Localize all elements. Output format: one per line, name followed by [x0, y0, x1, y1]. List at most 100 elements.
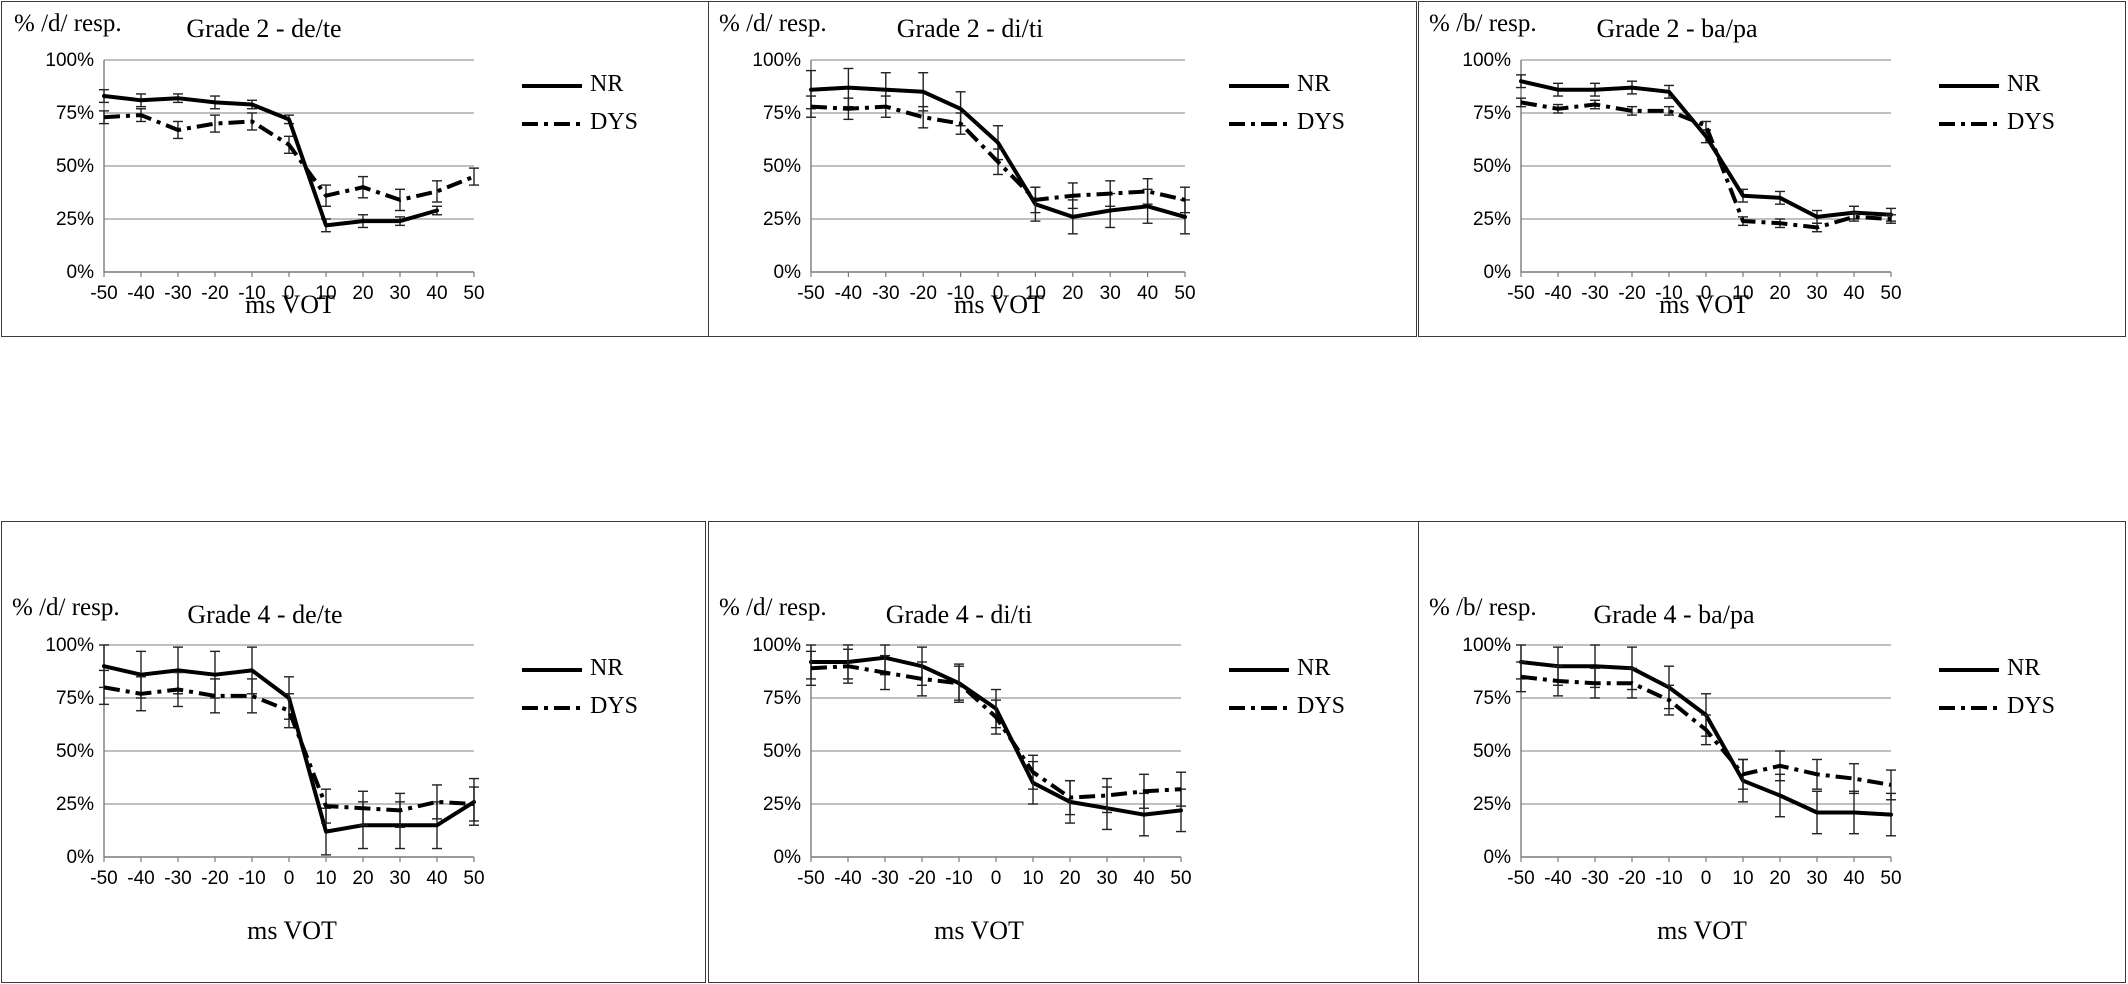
y-tick-label: 75%	[1473, 688, 1511, 709]
chart-title: Grade 2 - ba/pa	[1596, 14, 1758, 43]
x-tick-label: 10	[315, 283, 336, 304]
y-tick-label: 50%	[1473, 156, 1511, 177]
y-tick-label: 100%	[752, 635, 801, 656]
x-tick-label: -30	[871, 868, 898, 889]
x-tick-label: 0	[991, 868, 1002, 889]
error-bar	[1664, 105, 1674, 116]
x-tick-label: -40	[835, 283, 862, 304]
x-tick-label: 40	[1133, 868, 1154, 889]
y-tick-label: 50%	[1473, 741, 1511, 762]
x-tick-label: 0	[1701, 283, 1712, 304]
error-bar	[917, 661, 927, 697]
series-line-dys	[810, 104, 1186, 202]
chart-panel-grade2-ba-pa: 0% 25% 50% 75% 100% -50 -40 -30 -20 -10 0 10 20 30 40 5…	[1418, 1, 2126, 337]
y-tick-label: 100%	[752, 50, 801, 71]
legend-label-dys: DYS	[590, 109, 639, 135]
y-tick-label: 25%	[763, 209, 801, 230]
x-tick-label: -30	[872, 283, 899, 304]
chart-svg: 0% 25% 50% 75% 100% -50 -40 -30 -20 -10 0 10 20 30 40 5…	[1462, 50, 1999, 304]
x-tick-label: 0	[284, 868, 295, 889]
chart-title: Grade 4 - di/ti	[885, 600, 1033, 629]
y-tick-label: 75%	[763, 103, 801, 124]
x-axis-label: ms VOT	[954, 290, 1044, 319]
x-tick-label: 10	[1732, 283, 1753, 304]
x-tick-label: -50	[1507, 283, 1534, 304]
x-tick-label: 20	[352, 868, 373, 889]
series-line-dys	[103, 113, 475, 202]
x-tick-label: 40	[426, 283, 447, 304]
y-axis-label: % /d/ resp.	[719, 10, 827, 37]
x-tick-label: -10	[1655, 283, 1682, 304]
chart-panel-grade2-di-ti: 0% 25% 50% 75% 100% -50 -40 -30 -20 -10 0 10 20 30 40 5…	[708, 1, 1417, 337]
y-tick-label: 75%	[763, 688, 801, 709]
error-bar	[1627, 105, 1637, 116]
error-bar	[1849, 211, 1859, 222]
y-tick-label: 50%	[763, 741, 801, 762]
x-tick-label: -20	[1618, 868, 1645, 889]
y-tick-label: 25%	[56, 209, 94, 230]
x-tick-label: 10	[1022, 868, 1043, 889]
error-bar	[1886, 769, 1896, 801]
y-tick-label: 25%	[1473, 209, 1511, 230]
series-line-nr	[809, 655, 1183, 817]
error-bar	[469, 167, 479, 186]
x-tick-label: -10	[945, 868, 972, 889]
legend-label-dys: DYS	[590, 693, 639, 719]
error-bar	[432, 180, 442, 203]
y-tick-label: 0%	[1484, 262, 1512, 283]
x-tick-label: 20	[1769, 868, 1790, 889]
x-tick-label: 50	[1880, 868, 1901, 889]
legend-label-dys: DYS	[2007, 109, 2056, 135]
series-line-dys	[810, 664, 1182, 800]
error-bar	[1142, 178, 1153, 205]
legend-label-nr: NR	[590, 71, 624, 97]
x-tick-label: 30	[389, 868, 410, 889]
x-tick-label: 30	[389, 283, 410, 304]
x-tick-label: 0	[993, 283, 1004, 304]
chart-title: Grade 2 - de/te	[186, 14, 342, 43]
chart-title: Grade 2 - di/ti	[896, 14, 1044, 43]
x-tick-label: 20	[1769, 283, 1790, 304]
y-axis-label: % /b/ resp.	[1429, 594, 1537, 621]
chart-panel-grade2-de-te: 0% 25% 50% 75% 100% -50 -40 -30 -20 -10 0 10 20 30 40 5…	[1, 1, 710, 337]
chart-svg: 0% 25% 50% 75% 100% -50 -40 -30 -20 -10 0 10 20 30 40 5…	[45, 50, 582, 304]
x-tick-label: 40	[1137, 283, 1158, 304]
x-tick-label: -40	[1544, 868, 1571, 889]
x-tick-label: -50	[90, 868, 117, 889]
x-tick-label: 30	[1806, 283, 1827, 304]
y-tick-label: 100%	[45, 50, 94, 71]
x-tick-label: 50	[1170, 868, 1191, 889]
x-tick-label: 20	[1059, 868, 1080, 889]
x-tick-label: 40	[426, 868, 447, 889]
x-axis-label: ms VOT	[1657, 916, 1747, 945]
series-line-nr	[102, 94, 439, 228]
legend-label-dys: DYS	[1297, 109, 1346, 135]
x-tick-label: 10	[315, 868, 336, 889]
error-bar	[247, 678, 257, 714]
chart-svg: 0% 25% 50% 75% 100% -50 -40 -30 -20 -10 0 10 20 30 40 5…	[752, 50, 1289, 304]
y-axis-label: % /b/ resp.	[1429, 10, 1537, 37]
x-tick-label: 0	[1701, 868, 1712, 889]
legend-label-dys: DYS	[2007, 693, 2056, 719]
chart-panel-grade4-de-te: 0% 25% 50% 75% 100% -50 -40 -30 -20 -10 0 10 20 30 40 5…	[1, 521, 706, 983]
x-tick-label: -30	[164, 868, 191, 889]
x-tick-label: -30	[1581, 283, 1608, 304]
x-tick-label: -40	[1544, 283, 1571, 304]
y-tick-label: 0%	[67, 847, 95, 868]
x-tick-label: 40	[1843, 868, 1864, 889]
x-tick-label: 20	[1062, 283, 1083, 304]
x-tick-label: -10	[947, 283, 974, 304]
error-bar	[99, 110, 109, 125]
chart-panel-grade4-ba-pa: 0% 25% 50% 75% 100% -50 -40 -30 -20 -10 0 10 20 30 40 5…	[1418, 521, 2126, 983]
x-tick-label: -20	[908, 868, 935, 889]
y-axis-label: % /d/ resp.	[12, 594, 120, 621]
y-tick-label: 0%	[67, 262, 95, 283]
x-tick-label: -50	[797, 283, 824, 304]
legend-label-dys: DYS	[1297, 693, 1346, 719]
chart-title: Grade 4 - ba/pa	[1593, 600, 1755, 629]
chart-svg: 0% 25% 50% 75% 100% -50 -40 -30 -20 -10 0 10 20 30 40 5…	[1462, 635, 1999, 889]
error-bar	[1516, 661, 1526, 693]
x-tick-label: 50	[1880, 283, 1901, 304]
error-bar	[918, 105, 929, 129]
chart-svg: 0% 25% 50% 75% 100% -50 -40 -30 -20 -10 0 10 20 30 40 5…	[45, 635, 582, 889]
